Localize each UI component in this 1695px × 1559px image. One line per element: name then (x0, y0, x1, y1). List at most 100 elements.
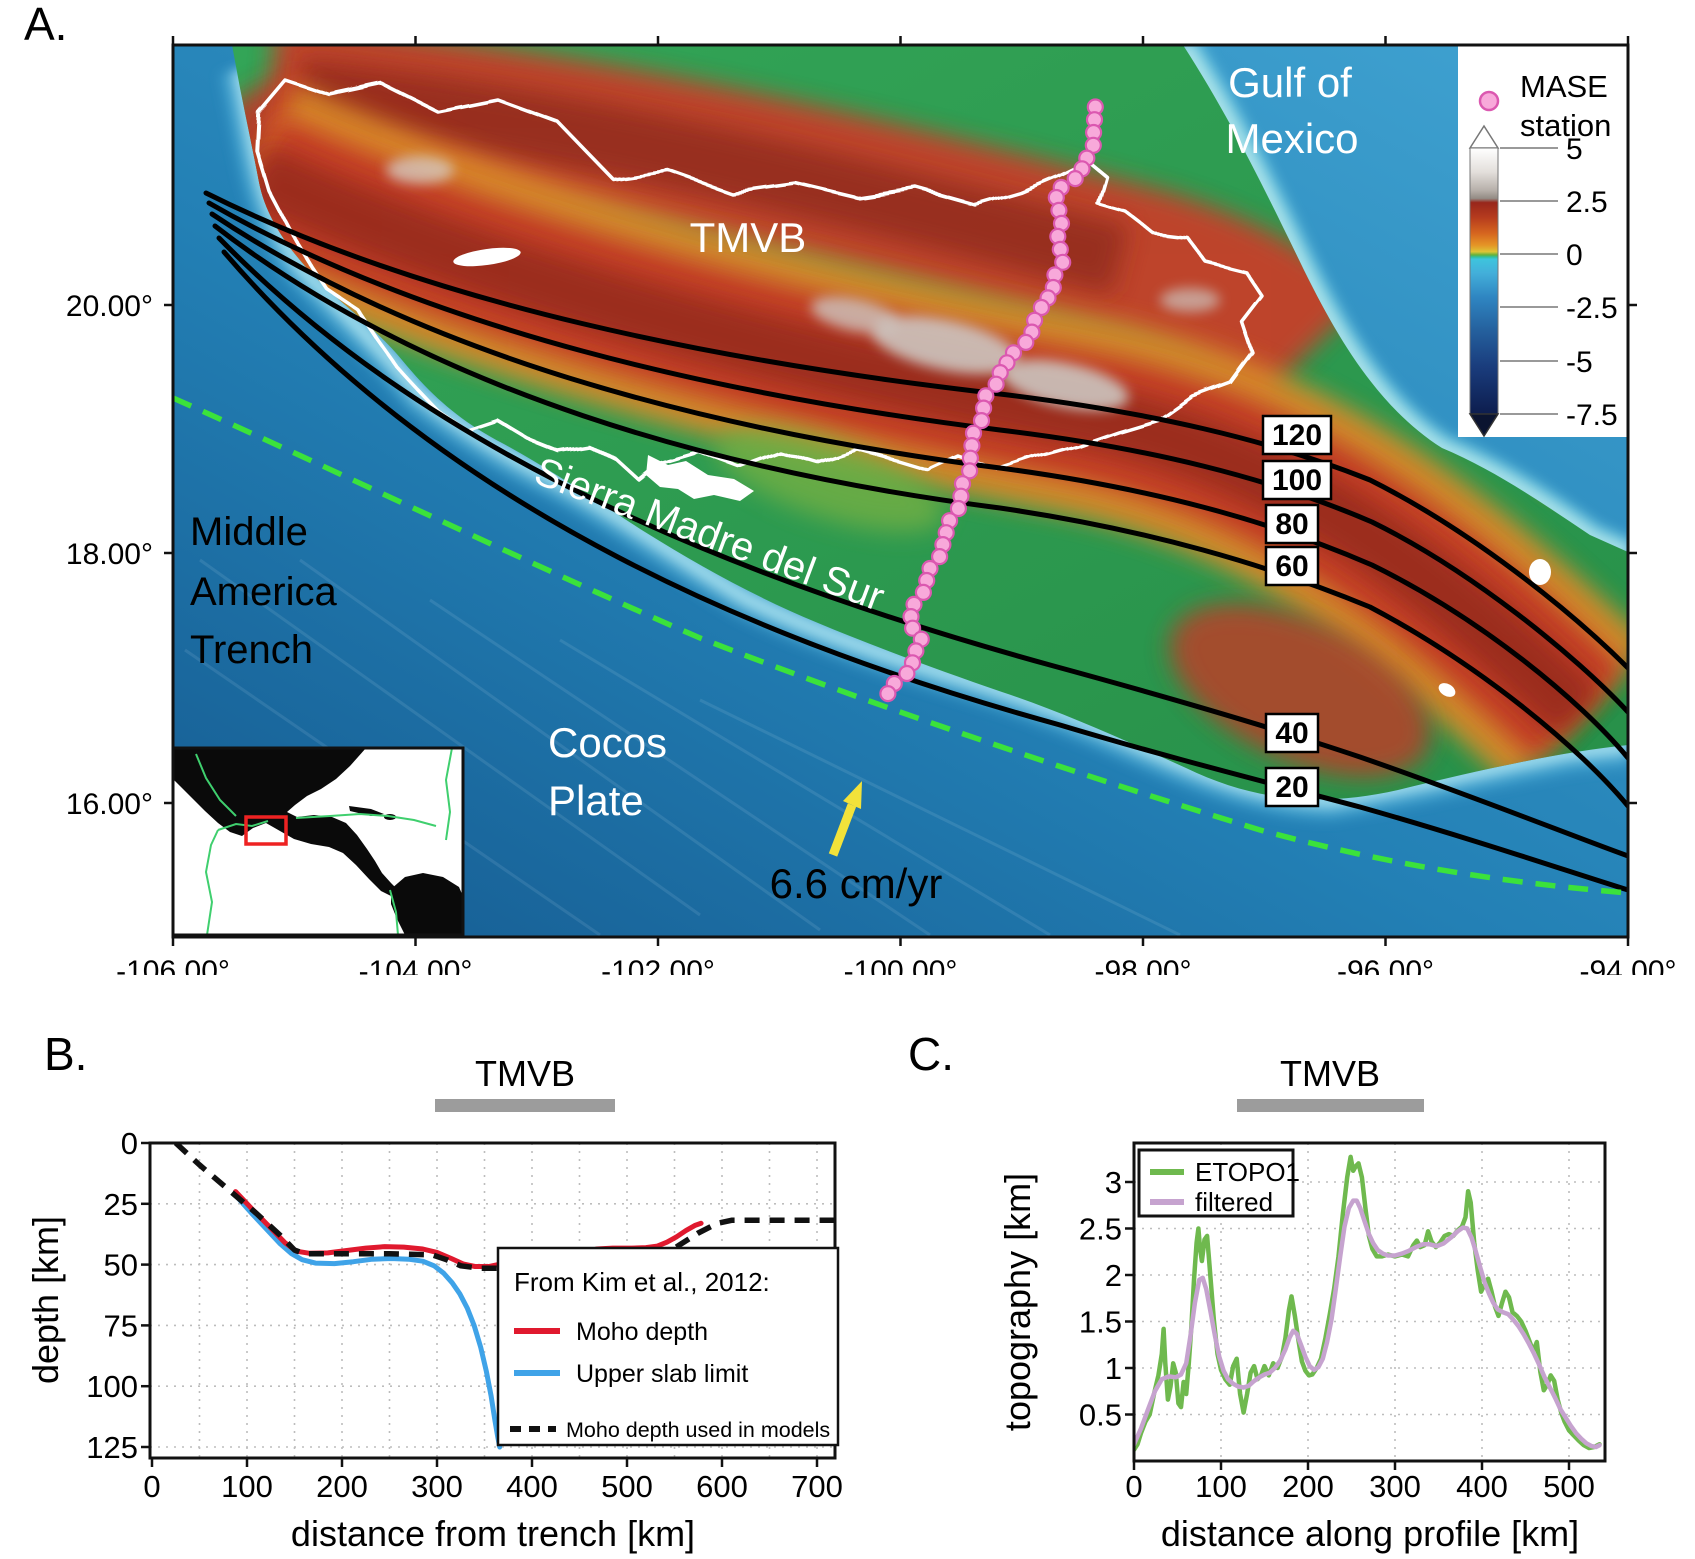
snow-peak (810, 296, 900, 334)
legend-entry: Upper slab limit (576, 1360, 748, 1388)
cocos-plate-label: Cocos Plate (548, 719, 667, 824)
lat-label: 20.00° (66, 290, 153, 323)
mase-station-dot (960, 462, 979, 480)
lon-label: -104.00° (359, 955, 473, 975)
svg-text:Middle: Middle (190, 510, 308, 554)
panel-c-chart: C. TMVB 0 100 200 300 400 500 0.5 1 1.5 2 2.5 3 ETO… (908, 1028, 1607, 1554)
contour-label: 100 (1272, 464, 1322, 497)
mase-station-legend-icon (1478, 90, 1500, 112)
chart-b-xlabel: distance from trench [km] (291, 1513, 695, 1554)
panel-a-map: 120 100 80 60 40 20 TMVB Sierra Madre de… (24, 0, 1677, 975)
map-canvas: 120 100 80 60 40 20 TMVB Sierra Madre de… (173, 45, 1628, 937)
lon-label: -96.00° (1337, 955, 1434, 975)
latitude-labels: 20.00° 18.00° 16.00° (66, 290, 153, 821)
x-tick-label: 0 (143, 1469, 160, 1504)
contour-20 (221, 249, 1628, 893)
lake-chapala (453, 247, 521, 267)
plate-velocity-label: 6.6 cm/yr (770, 860, 943, 907)
ticks-c: 0 100 200 300 400 500 0.5 1 1.5 2 2.5 3 (1079, 1165, 1595, 1504)
map-legend: MASE station 5 2.5 0 -2.5 -5 -7.5 topogr… (1458, 45, 1628, 438)
x-tick-label: 400 (506, 1469, 558, 1504)
lon-label: -100.00° (844, 955, 958, 975)
contour-60 (212, 223, 1628, 809)
middle-america-trench-label: Middle America Trench (190, 510, 337, 672)
colorbar-tick: -2.5 (1566, 292, 1618, 325)
contour-120 (203, 190, 1628, 671)
colorbar-tick-lines (1500, 147, 1558, 415)
map-frame-ticks (164, 36, 1637, 946)
inset-border (173, 746, 465, 937)
mase-station-dot (1054, 253, 1072, 271)
inset-cuba (349, 806, 384, 816)
tmvb-extent-bar (435, 1099, 615, 1112)
tmvb-annotation-label: TMVB (475, 1053, 575, 1094)
y-tick-label: 125 (86, 1430, 138, 1465)
colorbar-bottom-arrow (1468, 413, 1500, 438)
chart-c-legend: ETOPO1 filtered (1137, 1148, 1300, 1218)
contour-100 (206, 200, 1628, 715)
panel-b-letter: B. (44, 1028, 87, 1080)
y-tick-label: 0 (121, 1126, 138, 1161)
legend-entry: Moho depth used in models (566, 1418, 830, 1442)
colorbar-tick: 0 (1566, 239, 1583, 272)
lakes (453, 247, 1551, 697)
lon-label: -106.00° (116, 955, 230, 975)
mase-station-dot (914, 583, 933, 602)
x-tick-label: 100 (1195, 1469, 1247, 1504)
lat-label: 18.00° (66, 538, 153, 571)
chart-c-xlabel: distance along profile [km] (1161, 1513, 1579, 1554)
svg-text:Trench: Trench (190, 628, 313, 672)
snow-peak (386, 156, 454, 184)
tmvb-label: TMVB (690, 214, 807, 261)
svg-text:America: America (190, 570, 337, 614)
x-tick-label: 300 (1369, 1469, 1421, 1504)
colorbar-tick: -5 (1566, 346, 1593, 379)
curves-c (1134, 1154, 1602, 1453)
lon-label: -94.00° (1579, 955, 1676, 975)
slab-depth-contours (203, 190, 1628, 893)
chart-b-legend: From Kim et al., 2012: Moho depth Upper … (496, 1246, 840, 1447)
contour-label: 120 (1272, 419, 1322, 452)
lat-label: 16.00° (66, 788, 153, 821)
legend-entry: Moho depth (576, 1318, 708, 1346)
x-tick-label: 0 (1125, 1469, 1142, 1504)
svg-text:Plate: Plate (548, 777, 644, 824)
contour-label-boxes: 120 100 80 60 40 20 (1261, 414, 1333, 808)
x-tick-label: 600 (696, 1469, 748, 1504)
tmvb-annotation-label: TMVB (1280, 1053, 1380, 1094)
legend-entry: ETOPO1 (1195, 1157, 1300, 1187)
y-tick-label: 75 (104, 1308, 138, 1343)
colorbar-tick: -7.5 (1566, 399, 1618, 432)
y-tick-label: 2 (1105, 1258, 1122, 1293)
y-tick-label: 50 (104, 1248, 138, 1283)
colorbar-tick: 2.5 (1566, 186, 1608, 219)
svg-text:Cocos: Cocos (548, 719, 667, 766)
mase-station-dot (1032, 298, 1051, 317)
y-tick-label: 2.5 (1079, 1212, 1122, 1247)
middle-america-trench-line (173, 395, 1628, 896)
legend-title: From Kim et al., 2012: (514, 1267, 770, 1297)
chart-b-ylabel: depth [km] (25, 1216, 66, 1384)
y-tick-label: 1 (1105, 1351, 1122, 1386)
small-lake (1438, 683, 1456, 697)
x-tick-label: 200 (316, 1469, 368, 1504)
contour-40 (216, 235, 1628, 859)
contour-label: 40 (1275, 717, 1308, 750)
tmvb-extent-bar (1237, 1099, 1424, 1112)
chart-c-frame (1132, 1141, 1607, 1463)
series-filtered (1134, 1198, 1602, 1450)
legend-entry: filtered (1195, 1187, 1273, 1217)
gulf-of-mexico-label: Gulf of Mexico (1225, 59, 1358, 162)
series-etopo1 (1134, 1154, 1602, 1453)
inset-south-america (391, 873, 463, 935)
panel-a-letter: A. (24, 0, 67, 50)
panel-c-letter: C. (908, 1028, 954, 1080)
x-tick-label: 700 (791, 1469, 843, 1504)
colorbar-tick: 5 (1566, 133, 1583, 166)
contour-label: 20 (1275, 771, 1308, 804)
x-tick-label: 500 (601, 1469, 653, 1504)
curves-b (173, 1143, 835, 1450)
y-tick-label: 100 (86, 1369, 138, 1404)
panel-b-chart: B. TMVB 0 100 200 300 400 500 600 700 0 25 50 75 100… (25, 1028, 843, 1554)
y-tick-label: 25 (104, 1187, 138, 1222)
